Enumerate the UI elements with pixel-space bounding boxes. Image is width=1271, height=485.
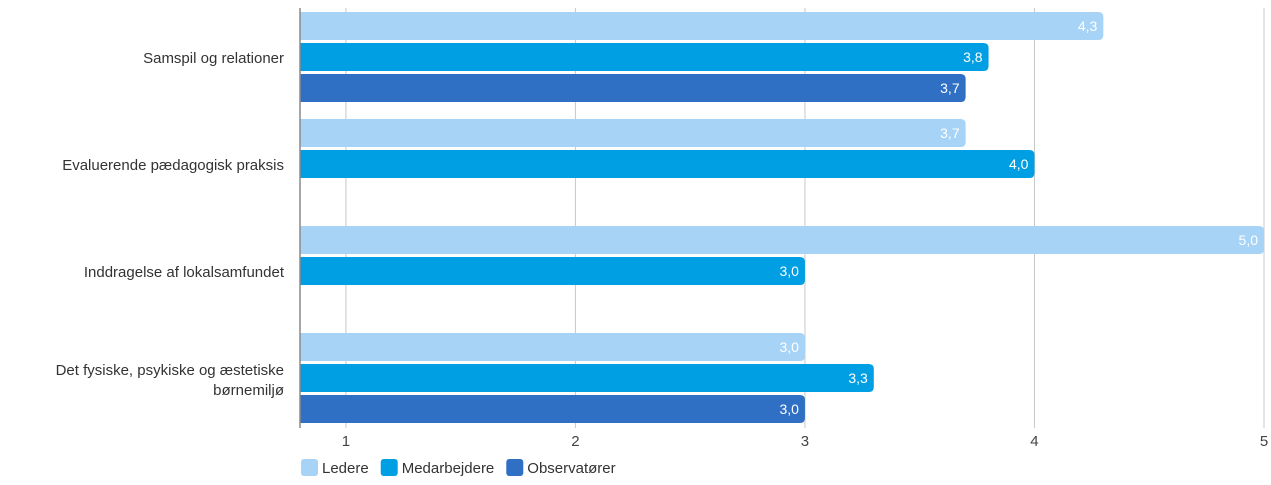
legend-swatch: [506, 459, 524, 476]
x-tick-label: 4: [1030, 433, 1038, 450]
bar-medarbejdere: [300, 257, 805, 285]
bar-medarbejdere: [300, 43, 989, 71]
x-tick-label: 1: [342, 433, 350, 450]
x-tick-label: 2: [571, 433, 579, 450]
bar-ledere: [300, 119, 966, 147]
category-label: Inddragelse af lokalsamfundet: [84, 264, 285, 281]
data-label: 3,3: [848, 370, 868, 386]
bar-ledere: [300, 333, 805, 361]
labels: 1 2 3 4 5 4,3 3,7 5,0 3,0 3,8 4,0 3,0 3,3 3,7 3,0 Samsp…: [56, 18, 1269, 450]
bar-ledere: [300, 226, 1264, 254]
category-label: Samspil og relationer: [143, 50, 284, 67]
legend-label: Observatører: [527, 460, 615, 477]
bar-observatører: [300, 74, 966, 102]
bar-medarbejdere: [300, 150, 1035, 178]
bar-ledere: [300, 12, 1104, 40]
data-label: 4,0: [1009, 156, 1029, 172]
data-label: 3,0: [779, 339, 799, 355]
bar-medarbejdere: [300, 364, 874, 392]
category-label: Evaluerende pædagogisk praksis: [62, 157, 284, 174]
legend-swatch: [301, 459, 318, 476]
data-label: 3,7: [940, 125, 960, 141]
x-tick-label: 3: [801, 433, 809, 450]
legend-label: Ledere: [322, 460, 369, 477]
bar-observatører: [300, 395, 805, 423]
legend-label: Medarbejdere: [402, 460, 495, 477]
category-label: Det fysiske, psykiske og æstetiske børnem…: [56, 362, 284, 399]
data-label: 4,3: [1078, 18, 1098, 34]
x-tick-label: 5: [1260, 433, 1268, 450]
data-label: 3,7: [940, 80, 960, 96]
bars: [300, 12, 1264, 423]
data-label: 5,0: [1239, 232, 1259, 248]
legend-swatch: [380, 459, 398, 476]
data-label: 3,8: [963, 49, 983, 65]
legend: Ledere Medarbejdere Observatører: [301, 459, 616, 477]
data-label: 3,0: [779, 401, 799, 417]
data-label: 3,0: [779, 263, 799, 279]
